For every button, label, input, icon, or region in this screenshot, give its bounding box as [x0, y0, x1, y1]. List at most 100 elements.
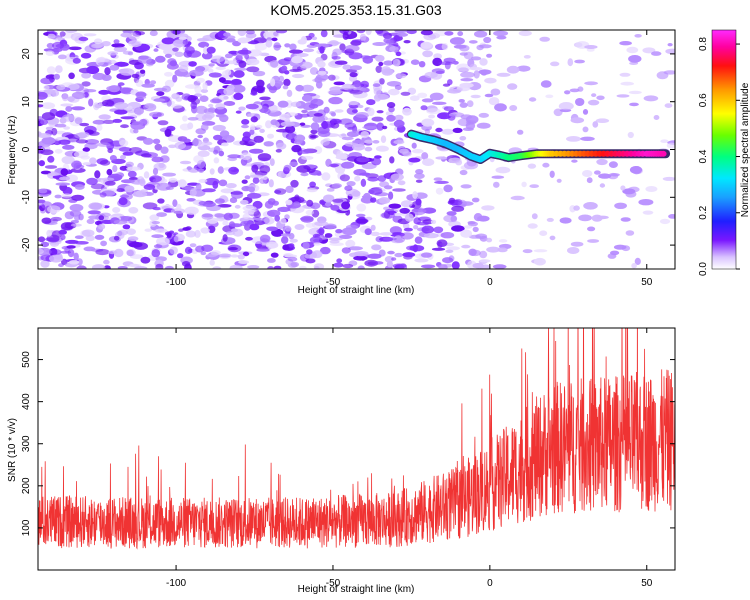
- noise-blob: [507, 83, 518, 90]
- noise-blob: [627, 131, 634, 139]
- noise-blob: [230, 80, 243, 86]
- noise-blob: [237, 254, 245, 260]
- noise-blob: [570, 241, 584, 247]
- noise-blob: [276, 142, 287, 150]
- noise-blob: [328, 96, 343, 105]
- noise-blob: [631, 263, 637, 269]
- y-tick-label: 200: [21, 477, 32, 494]
- noise-blob: [312, 250, 323, 259]
- noise-blob: [112, 165, 118, 173]
- noise-blob: [86, 65, 100, 75]
- noise-blob: [259, 128, 265, 133]
- colorbar-label: Normalized spectral amplitude: [740, 82, 750, 217]
- noise-blob: [45, 50, 55, 56]
- noise-blob: [395, 73, 407, 79]
- noise-blob: [55, 182, 71, 186]
- noise-blob: [101, 41, 111, 47]
- noise-blob: [378, 249, 386, 257]
- noise-blob: [229, 264, 243, 269]
- noise-blob: [232, 40, 241, 47]
- noise-blob: [331, 183, 342, 189]
- noise-blob: [155, 228, 168, 233]
- noise-blob: [289, 43, 297, 51]
- noise-blob: [38, 188, 48, 194]
- noise-blob: [375, 145, 389, 152]
- noise-blob: [44, 165, 58, 169]
- noise-blob: [188, 61, 197, 67]
- noise-blob: [266, 226, 278, 232]
- noise-blob: [314, 43, 329, 48]
- noise-blob: [270, 252, 279, 258]
- noise-blob: [355, 112, 370, 119]
- noise-blob: [118, 197, 128, 206]
- noise-blob: [321, 120, 328, 130]
- noise-blob: [242, 213, 250, 219]
- noise-blob: [114, 248, 124, 258]
- noise-blob: [67, 96, 75, 102]
- noise-blob: [376, 110, 384, 114]
- noise-blob: [74, 241, 89, 245]
- noise-blob: [242, 205, 257, 211]
- noise-blob: [625, 230, 635, 236]
- noise-blob: [229, 223, 243, 228]
- noise-blob: [362, 55, 374, 64]
- noise-blob: [196, 38, 210, 42]
- noise-blob: [546, 217, 554, 222]
- noise-blob: [76, 265, 87, 269]
- noise-blob: [249, 124, 256, 131]
- noise-blob: [476, 122, 491, 129]
- noise-blob: [460, 184, 472, 189]
- noise-blob: [326, 188, 335, 192]
- noise-blob: [457, 31, 464, 37]
- noise-blob: [367, 253, 382, 259]
- noise-blob: [232, 228, 244, 237]
- noise-blob: [310, 98, 324, 107]
- noise-blob: [324, 233, 333, 238]
- noise-blob: [448, 197, 456, 204]
- noise-blob: [73, 252, 79, 261]
- noise-blob: [61, 193, 72, 198]
- noise-blob: [245, 103, 259, 110]
- noise-blob: [570, 117, 585, 124]
- noise-blob: [136, 95, 147, 100]
- noise-blob: [621, 245, 631, 252]
- noise-blob: [125, 161, 134, 168]
- noise-blob: [435, 156, 448, 160]
- noise-blob: [106, 168, 113, 176]
- noise-blob: [117, 266, 128, 269]
- noise-blob: [662, 176, 675, 181]
- noise-blob: [174, 51, 184, 57]
- noise-blob: [319, 46, 325, 54]
- noise-blob: [133, 107, 144, 115]
- noise-blob: [396, 32, 409, 37]
- noise-blob: [451, 225, 465, 232]
- noise-blob: [90, 183, 105, 190]
- noise-blob: [506, 65, 520, 74]
- snr-panel: -100 -50 0 50 100 200 300 400 500 Height of stra…: [7, 327, 676, 595]
- noise-blob: [341, 136, 354, 141]
- noise-blob: [213, 134, 223, 141]
- noise-blob: [69, 204, 84, 212]
- noise-blob: [452, 60, 459, 65]
- noise-blob: [451, 205, 465, 212]
- noise-blob: [185, 226, 192, 231]
- noise-blob: [135, 31, 145, 36]
- noise-blob: [68, 72, 75, 80]
- noise-blob: [168, 177, 178, 183]
- noise-blob: [68, 46, 82, 51]
- noise-blob: [373, 87, 382, 96]
- noise-blob: [172, 74, 178, 83]
- noise-blob: [41, 102, 56, 109]
- noise-blob: [421, 118, 435, 127]
- noise-blob: [126, 166, 141, 171]
- noise-blob: [370, 231, 380, 237]
- noise-blob: [57, 54, 67, 60]
- noise-blob: [335, 153, 348, 158]
- noise-blob: [429, 92, 444, 101]
- noise-blob: [223, 212, 233, 221]
- noise-blob: [112, 118, 123, 123]
- noise-blob: [277, 206, 291, 212]
- noise-blob: [173, 235, 180, 243]
- noise-blob: [431, 247, 446, 251]
- noise-blob: [582, 170, 593, 177]
